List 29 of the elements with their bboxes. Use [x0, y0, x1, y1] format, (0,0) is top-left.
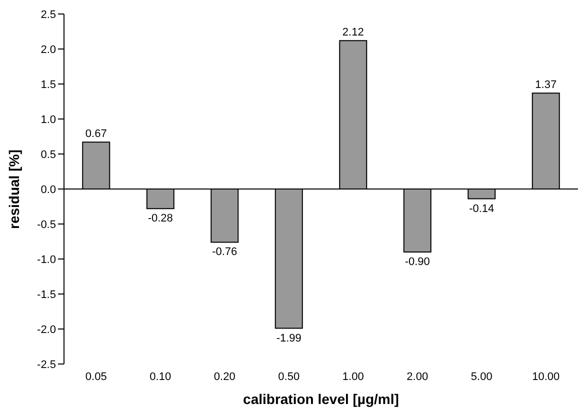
y-tick-label: 0.5 [40, 148, 56, 161]
y-tick-label: 2.0 [40, 44, 56, 56]
data-label: -0.76 [212, 246, 238, 258]
x-tick-label: 1.00 [342, 370, 364, 383]
y-tick-label: -0.5 [37, 218, 56, 231]
data-label: -0.90 [404, 256, 430, 268]
x-tick-label: 0.05 [85, 370, 107, 383]
data-label: -1.99 [276, 332, 302, 344]
data-label: 1.37 [535, 79, 557, 92]
data-label: -0.14 [469, 202, 494, 215]
y-tick-label: 0.0 [40, 184, 56, 196]
x-tick-label: 0.20 [214, 370, 236, 383]
x-tick-label: 0.50 [278, 370, 300, 383]
y-tick-label: -1.0 [37, 254, 56, 266]
y-tick-label: -2.0 [37, 324, 56, 336]
y-tick-label: -2.5 [37, 358, 56, 371]
y-tick-label: 2.5 [40, 8, 56, 21]
y-tick-label: -1.5 [37, 288, 56, 301]
x-tick-label: 5.00 [470, 370, 492, 383]
data-label: 0.67 [85, 128, 107, 140]
data-label: 2.12 [342, 26, 364, 39]
y-axis-title: residual [%] [6, 150, 22, 229]
y-tick-label: 1.5 [40, 78, 56, 91]
x-axis-title: calibration level [µg/ml] [243, 391, 399, 407]
x-tick-label: 10.00 [532, 370, 560, 383]
x-tick-label: 0.10 [150, 370, 172, 383]
x-tick-label: 2.00 [406, 370, 428, 383]
data-label: -0.28 [148, 212, 173, 225]
y-tick-label: 1.0 [40, 114, 56, 126]
